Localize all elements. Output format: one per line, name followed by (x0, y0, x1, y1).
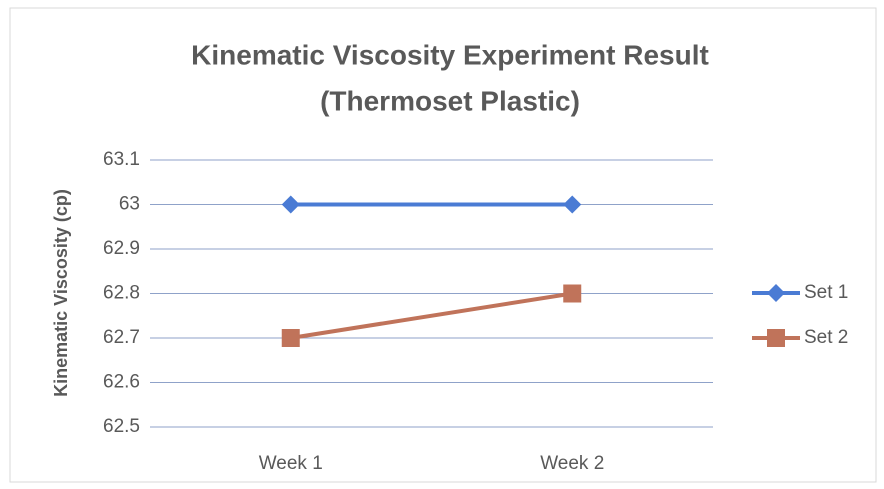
y-axis-label: Kinematic Viscosity (cp) (51, 189, 71, 397)
data-point (281, 195, 300, 214)
series-line (290, 291, 573, 340)
chart-border (9, 7, 877, 483)
legend-label: Set 2 (804, 327, 848, 348)
data-point (563, 195, 582, 214)
y-tick-label: 62.7 (103, 327, 140, 348)
legend-label: Set 1 (804, 282, 848, 303)
y-tick-label: 63.1 (103, 149, 140, 170)
legend-marker (767, 329, 785, 347)
legend-marker (767, 284, 785, 302)
chart-title: (Thermoset Plastic) (320, 85, 580, 116)
chart-title: Kinematic Viscosity Experiment Result (191, 39, 709, 70)
y-tick-label: 62.8 (103, 283, 140, 304)
y-tick-label: 62.5 (103, 416, 140, 437)
data-point (281, 329, 300, 347)
y-tick-label: 63 (119, 194, 140, 215)
data-point (563, 284, 582, 303)
y-tick-label: 62.9 (103, 238, 140, 259)
x-tick-label: Week 2 (540, 453, 604, 474)
x-tick-label: Week 1 (259, 453, 323, 474)
y-tick-label: 62.6 (103, 372, 140, 393)
